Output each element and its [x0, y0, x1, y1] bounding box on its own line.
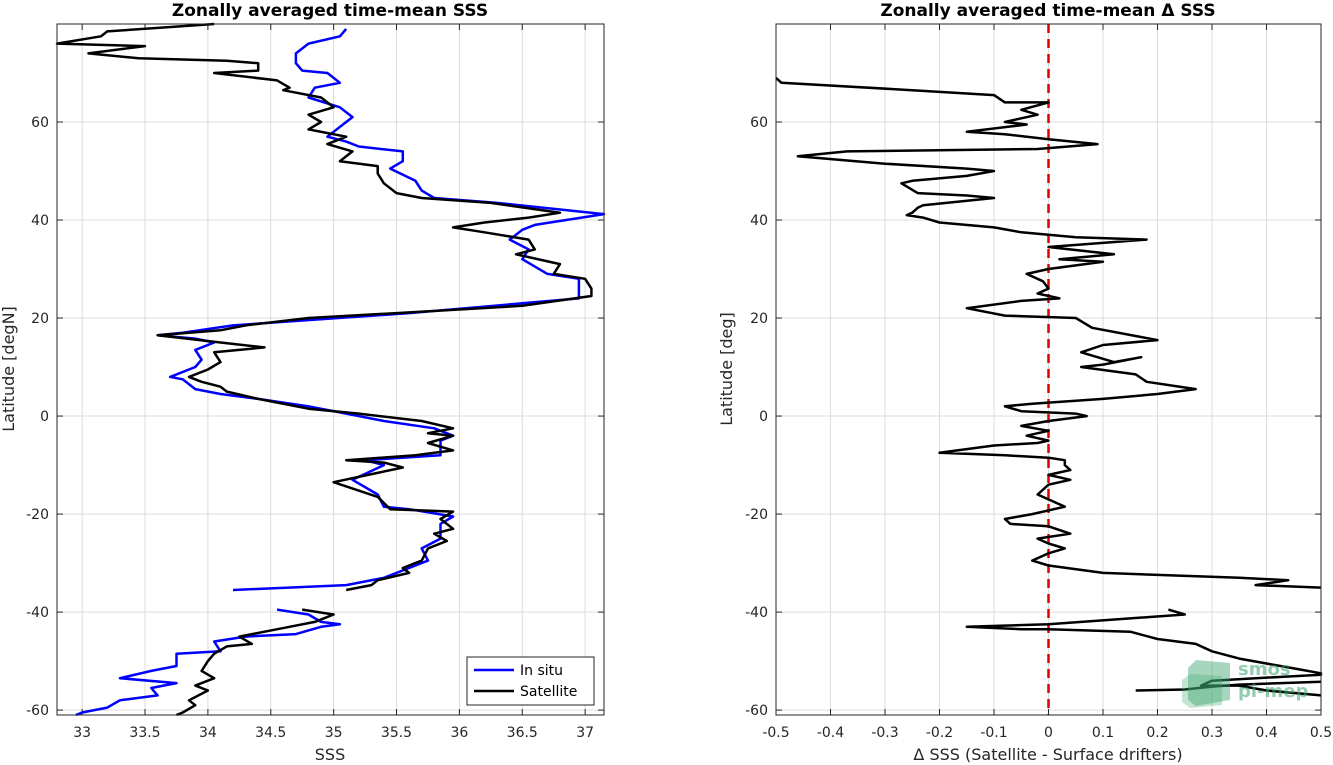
delta-sss-y-tick-label: 0 [759, 409, 768, 425]
sss-x-axis-label: SSS [315, 745, 345, 764]
delta-sss-y-tick-label: 20 [750, 311, 768, 327]
delta-sss-x-tick-label: 0 [1044, 725, 1053, 741]
delta-sss-x-tick-label: 0.1 [1092, 725, 1114, 741]
delta-sss-series-lines [775, 76, 1323, 697]
delta-sss-x-tick-label: -0.3 [871, 725, 898, 741]
delta-sss-x-tick-label: -0.5 [762, 725, 789, 741]
sss-line-satellite-segment-1 [176, 608, 335, 717]
sss-y-tick-label: 60 [31, 115, 49, 131]
delta-sss-y-tick-label: 60 [750, 115, 768, 131]
delta-sss-x-tick-label: -0.1 [980, 725, 1007, 741]
sss-y-tick-label: -40 [26, 605, 49, 621]
sss-x-tick-label: 36 [450, 725, 468, 741]
sss-y-tick-label: -60 [26, 703, 49, 719]
logo-text-smos: smos [1238, 659, 1291, 680]
delta-sss-x-axis-label: Δ SSS (Satellite - Surface drifters) [913, 745, 1182, 764]
sss-y-tick-label: 20 [31, 311, 49, 327]
legend-box [466, 656, 595, 706]
delta-sss-x-tick-label: -0.2 [926, 725, 953, 741]
sss-axes-box [56, 23, 605, 716]
sss-gridlines [57, 24, 604, 715]
delta-sss-x-tick-label: 0.4 [1255, 725, 1277, 741]
delta-sss-y-tick-label: -40 [745, 605, 768, 621]
legend: In situ Satellite [466, 656, 595, 706]
delta-sss-x-tick-label: 0.5 [1310, 725, 1332, 741]
sss-x-tick-label: 33 [73, 725, 91, 741]
legend-label-satellite: Satellite [520, 684, 577, 700]
sss-x-tick-label: 37 [576, 725, 594, 741]
logo-text-pi-mep: pi-mep [1238, 681, 1308, 702]
delta-sss-y-tick-label: -60 [745, 703, 768, 719]
delta-sss-line-series-0-segment-0 [775, 76, 1322, 589]
delta-sss-line-series-0-segment-1 [965, 608, 1323, 697]
sss-y-axis-label: Latitude [degN] [0, 306, 18, 432]
sss-x-tick-label: 34 [199, 725, 217, 741]
delta-sss-tick-labels: -0.5 -0.4 -0.3 -0.2 -0.1 0 0.1 0.2 0.3 0.4 0.5 -60 -… [745, 24, 1332, 741]
sss-y-tick-label: -20 [26, 507, 49, 523]
sss-x-tick-label: 35 [325, 725, 343, 741]
sss-y-tick-label: 40 [31, 213, 49, 229]
delta-sss-y-tick-label: -20 [745, 507, 768, 523]
logo-mark-shadow [1182, 674, 1222, 708]
delta-sss-y-axis-label: Latitude [deg] [717, 312, 736, 426]
sss-y-tick-label: 0 [40, 409, 49, 425]
sss-x-tick-label: 34.5 [255, 725, 286, 741]
sss-x-tick-label: 33.5 [129, 725, 160, 741]
sss-line-in-situ-segment-0 [156, 28, 606, 592]
logo-mark [1188, 660, 1230, 706]
delta-sss-x-tick-label: 0.3 [1201, 725, 1223, 741]
delta-sss-line-series-0-segment-2 [1135, 680, 1322, 692]
delta-sss-x-tick-label: -0.4 [817, 725, 844, 741]
sss-panel-title: Zonally averaged time-mean SSS [172, 1, 488, 21]
sss-x-tick-label: 35.5 [381, 725, 412, 741]
sss-tick-labels: 33 33.5 34 34.5 35 35.5 36 36.5 37 -60 -40 -20 0 20 40… [26, 24, 604, 741]
sss-x-tick-label: 36.5 [507, 725, 538, 741]
sss-line-in-situ-segment-1 [75, 608, 342, 717]
delta-sss-y-tick-label: 40 [750, 213, 768, 229]
sss-line-satellite-segment-0 [55, 22, 593, 592]
legend-label-in-situ: In situ [520, 663, 563, 679]
sss-panel: Zonally averaged time-mean SSS 33 33.5 34 3… [0, 1, 606, 764]
delta-sss-axes-box [775, 23, 1322, 716]
sss-series-lines [55, 22, 606, 717]
delta-sss-x-tick-label: 0.2 [1146, 725, 1168, 741]
delta-sss-panel-title: Zonally averaged time-mean Δ SSS [880, 1, 1215, 21]
delta-sss-panel: Zonally averaged time-mean Δ SSS -0.5 -0.… [717, 1, 1332, 764]
smos-pi-mep-logo: smos pi-mep [1182, 659, 1308, 708]
